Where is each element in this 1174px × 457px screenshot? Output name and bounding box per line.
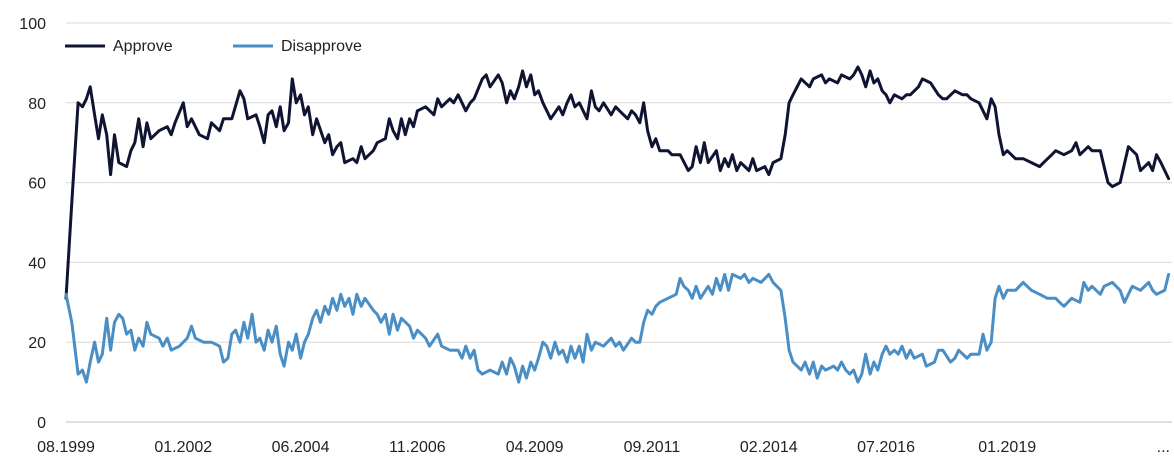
x-tick-label-9: ... — [1157, 439, 1170, 456]
x-tick-label-4: 04.2009 — [506, 439, 564, 456]
x-tick-label-2: 06.2004 — [272, 439, 330, 456]
legend: Approve Disapprove — [65, 38, 362, 55]
x-tick-label-7: 07.2016 — [857, 439, 915, 456]
x-tick-label-6: 02.2014 — [740, 439, 798, 456]
legend-label-approve: Approve — [113, 38, 173, 55]
legend-item-disapprove[interactable]: Disapprove — [233, 38, 362, 55]
legend-label-disapprove: Disapprove — [281, 38, 362, 55]
y-tick-label-100: 100 — [19, 16, 46, 33]
y-tick-label-80: 80 — [28, 96, 46, 113]
y-tick-label-20: 20 — [28, 335, 46, 352]
x-tick-label-1: 01.2002 — [154, 439, 212, 456]
y-tick-label-40: 40 — [28, 255, 46, 272]
x-axis-tick-labels: 08.1999 01.2002 06.2004 11.2006 04.2009 09.20… — [37, 439, 1170, 456]
y-axis-tick-labels: 0 20 40 60 80 100 — [19, 16, 46, 432]
legend-item-approve[interactable]: Approve — [65, 38, 173, 55]
x-tick-label-5: 09.2011 — [624, 439, 681, 456]
series-line-approve — [64, 65, 1171, 300]
y-tick-label-60: 60 — [28, 176, 46, 193]
x-tick-label-0: 08.1999 — [37, 439, 95, 456]
series-lines — [64, 65, 1171, 384]
series-line-disapprove — [64, 272, 1171, 384]
y-tick-label-0: 0 — [37, 415, 46, 432]
gridlines — [66, 22, 1172, 423]
x-tick-label-3: 11.2006 — [389, 439, 446, 456]
x-tick-label-8: 01.2019 — [978, 439, 1036, 456]
